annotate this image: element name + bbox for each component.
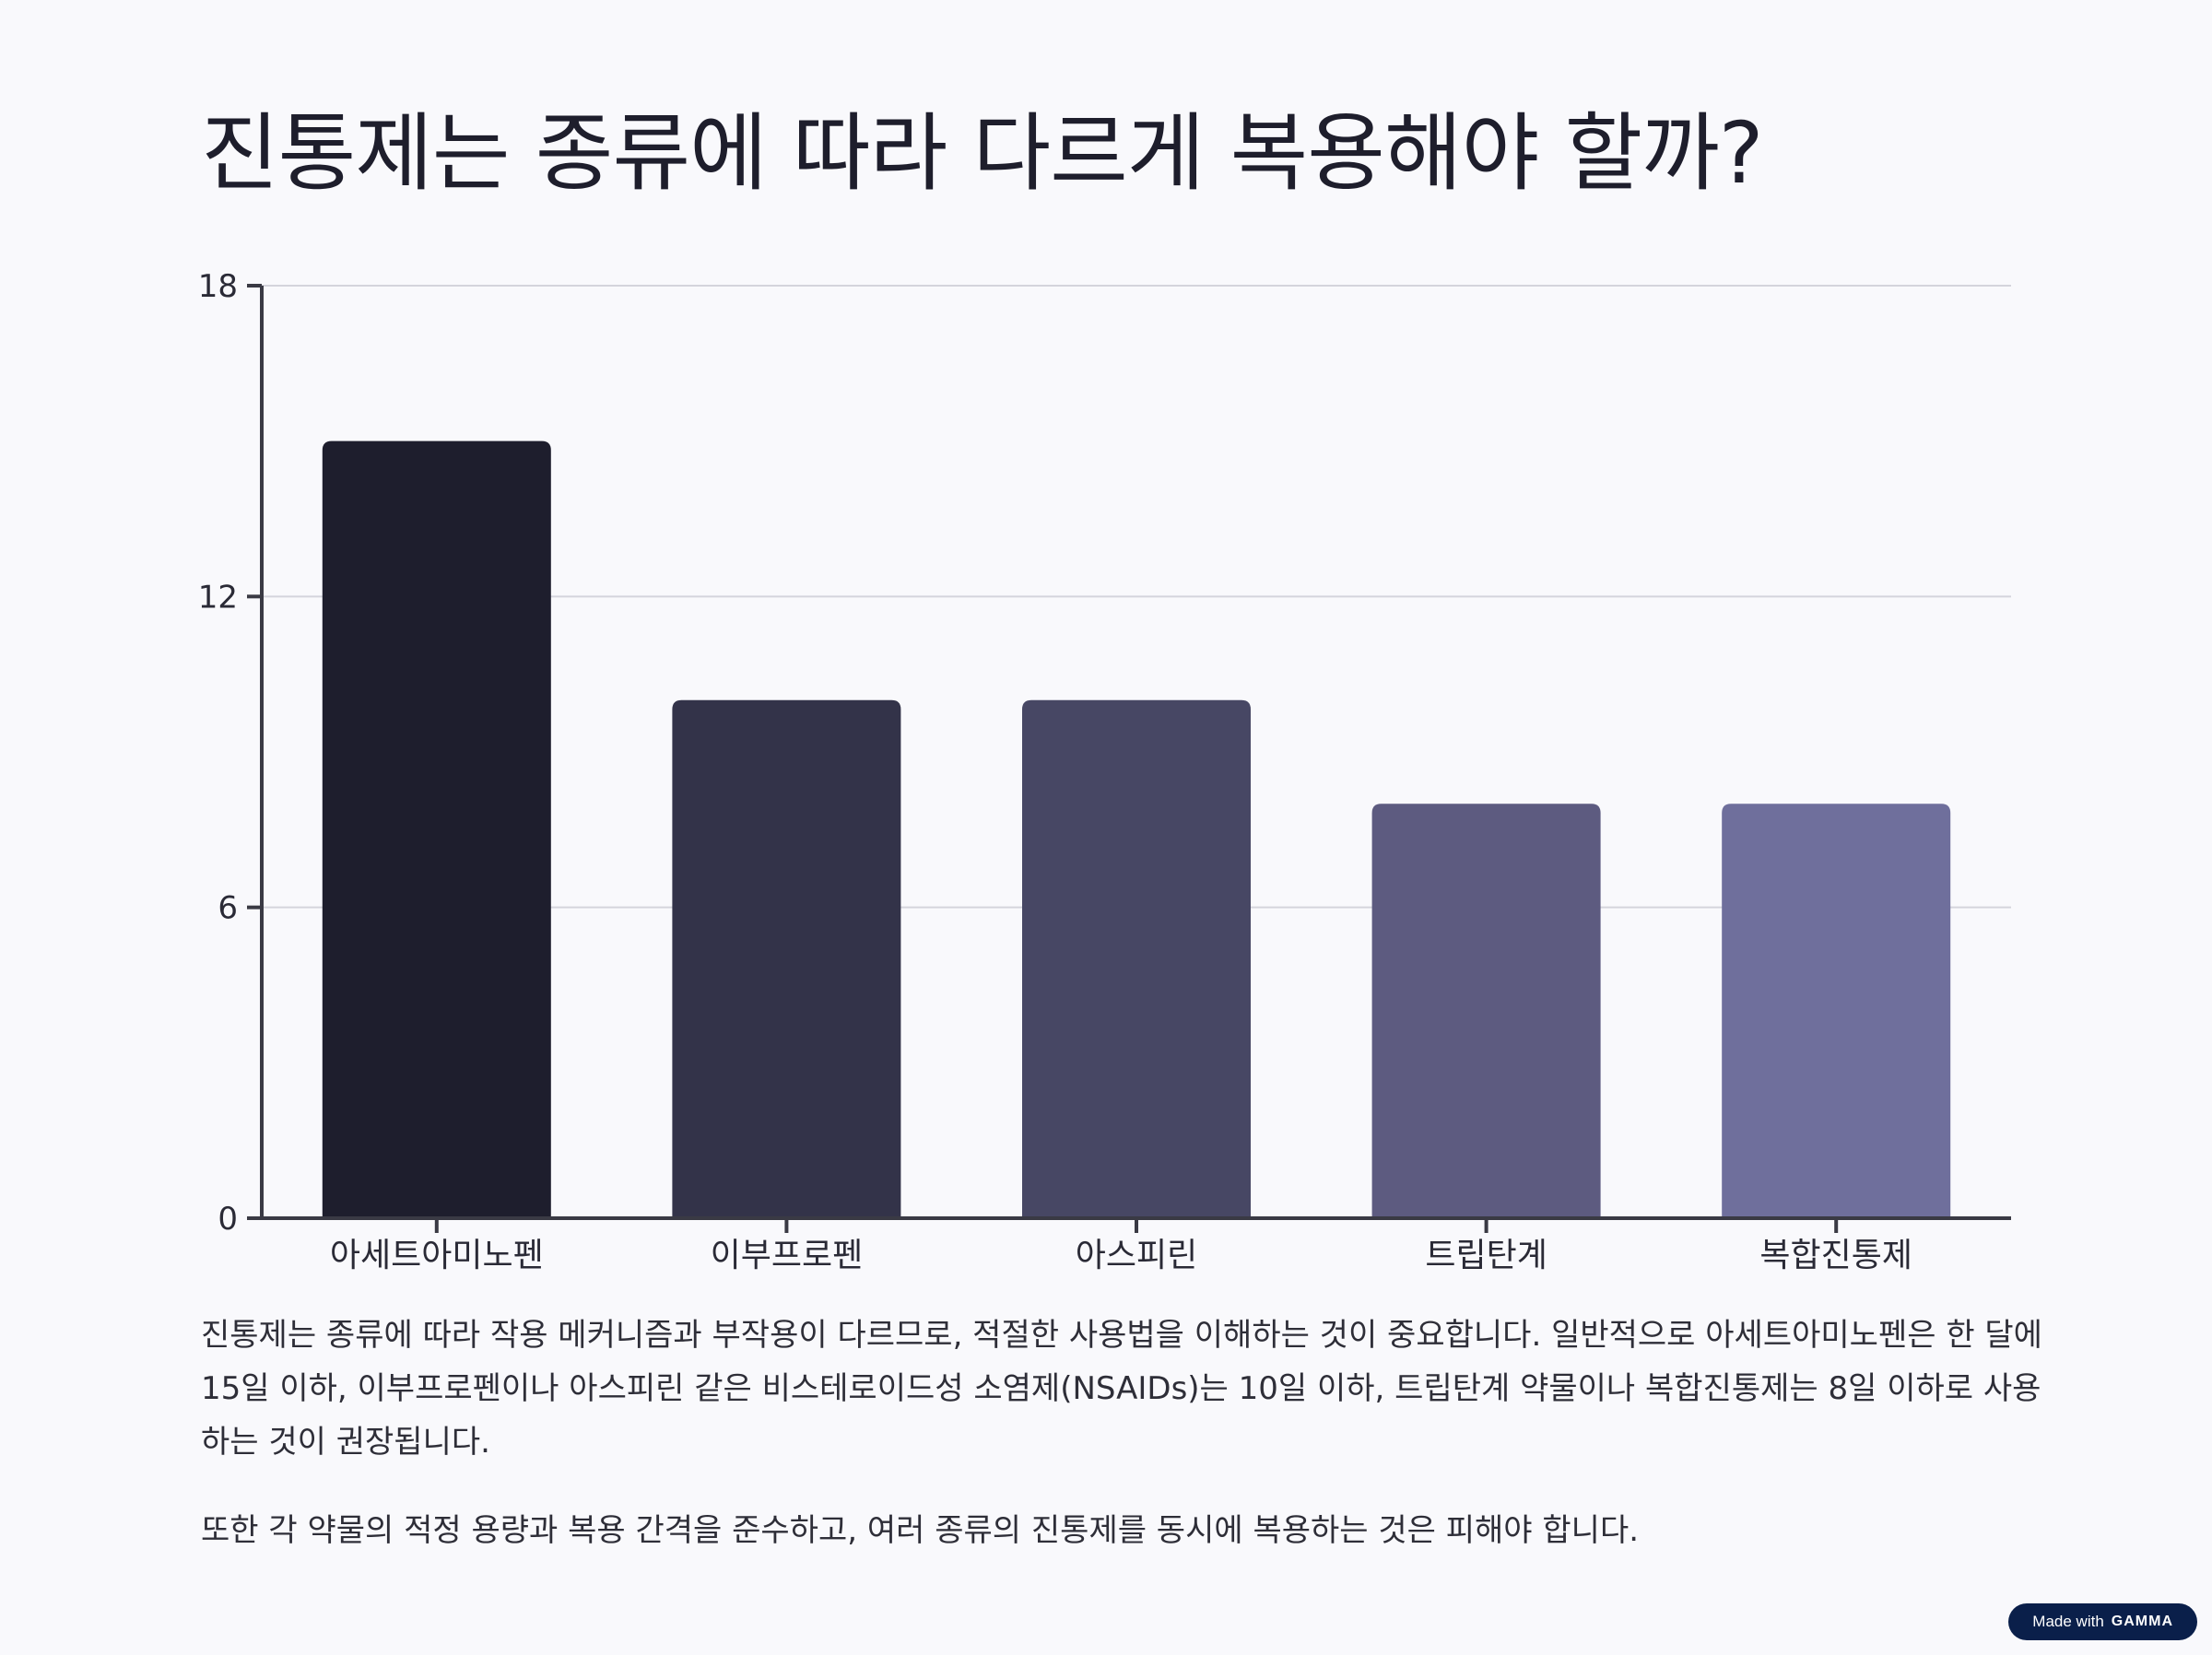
bar-chart: 0 6 12 18 아세트아미노펜 이부프로펜 아스피린 트립탄계 복합진통제	[198, 268, 2011, 1274]
axes	[247, 284, 2011, 1233]
x-tick-label: 트립탄계	[1425, 1237, 1547, 1274]
badge-prefix: Made with	[2032, 1613, 2104, 1630]
y-tick-label: 0	[218, 1201, 238, 1238]
x-tick-label: 아세트아미노펜	[330, 1237, 544, 1274]
description-paragraph-1: 진통제는 종류에 따라 작용 메커니즘과 부작용이 다르므로, 적절한 사용법을…	[201, 1317, 2042, 1461]
page-title: 진통제는 종류에 따라 다르게 복용해야 할까?	[201, 104, 1764, 203]
x-tick-label: 이부프로펜	[711, 1237, 864, 1274]
y-tick-labels: 0 6 12 18	[198, 268, 238, 1238]
made-with-gamma-badge[interactable]: Made with GAMMA	[2008, 1603, 2197, 1640]
x-tick-label: 복합진통제	[1759, 1237, 1912, 1274]
description-paragraph-2: 또한 각 약물의 적정 용량과 복용 간격을 준수하고, 여러 종류의 진통제를…	[201, 1512, 1640, 1549]
bar-2	[672, 699, 901, 1218]
bar-4	[1371, 804, 1601, 1218]
description: 진통제는 종류에 따라 작용 메커니즘과 부작용이 다르므로, 적절한 사용법을…	[201, 1309, 2044, 1592]
y-tick-label: 12	[198, 579, 238, 616]
y-tick-label: 6	[218, 890, 238, 927]
y-tick-label: 18	[198, 268, 238, 305]
gamma-logo: GAMMA	[2111, 1614, 2173, 1629]
x-tick-labels: 아세트아미노펜 이부프로펜 아스피린 트립탄계 복합진통제	[330, 1237, 1912, 1274]
bar-3	[1022, 699, 1251, 1218]
x-tick-label: 아스피린	[1076, 1237, 1197, 1274]
bar-5	[1722, 804, 1951, 1218]
bar-1	[322, 440, 551, 1219]
bars	[322, 440, 1951, 1219]
